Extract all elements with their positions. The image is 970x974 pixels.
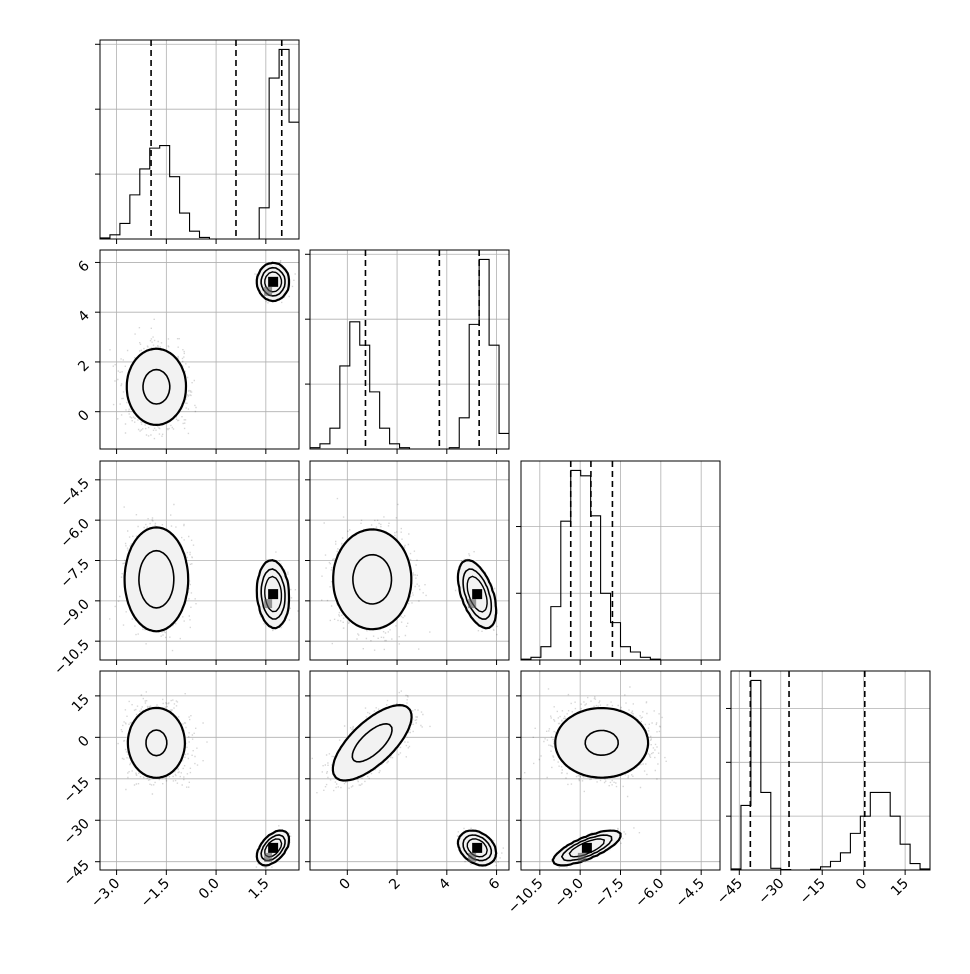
contour-level-0 — [125, 261, 291, 426]
density-core-shade — [468, 852, 477, 862]
density-core-shade — [264, 286, 273, 296]
panel-1-0: 0 2 4 6 — [75, 249, 300, 454]
panel-2-0: −10.5 −9.0 −7.5 −6.0 −4.5 — [51, 460, 300, 679]
panel-frame — [99, 249, 300, 450]
contour-level-0 — [551, 707, 650, 867]
density-core-shade — [468, 599, 477, 609]
y-tick-label: −10.5 — [51, 637, 93, 679]
panel-3-0: −3.0 −1.5 0.0 1.5 −45 −30 −15 0 15 — [61, 670, 300, 911]
y-tick-label: 6 — [75, 258, 93, 276]
density-core — [581, 842, 592, 853]
density-core — [268, 842, 279, 853]
panel-frame — [309, 670, 510, 871]
panel-content — [731, 671, 930, 870]
y-tick-label: 2 — [75, 357, 93, 375]
panel-content — [100, 461, 299, 660]
x-tick-label: −1.5 — [138, 876, 173, 911]
x-tick-label: −45 — [714, 876, 746, 908]
density-fill — [123, 527, 290, 631]
x-tick-label: 6 — [486, 875, 504, 893]
density-fill — [126, 707, 290, 868]
x-tick-label: 0.0 — [196, 876, 223, 903]
x-tick-label: 15 — [888, 876, 912, 900]
panel-3-3: −45 −30 −15 0 15 — [714, 670, 931, 908]
panel-frame — [730, 670, 931, 871]
x-tick-label: −7.5 — [592, 876, 627, 911]
contour-level-0 — [126, 706, 291, 867]
panel-2-1 — [305, 460, 510, 665]
contour-level-1 — [145, 729, 286, 862]
panel-1-1 — [305, 249, 510, 454]
contour-level-1 — [142, 266, 286, 405]
y-tick-label: 0 — [75, 407, 93, 425]
contour-level-1 — [352, 553, 493, 620]
density-core-shade — [264, 852, 273, 862]
panel-frame — [309, 249, 510, 450]
density-fill — [333, 530, 497, 631]
y-tick-label: −15 — [61, 774, 93, 806]
panel-content — [521, 671, 720, 870]
density-core — [268, 276, 279, 287]
x-tick-label: −10.5 — [505, 876, 547, 918]
panel-content — [310, 250, 509, 449]
density-core — [268, 589, 279, 600]
panel-frame — [99, 39, 300, 240]
y-tick-label: −4.5 — [57, 475, 92, 510]
panel-content — [310, 671, 509, 870]
x-tick-label: −6.0 — [632, 876, 667, 911]
panel-content — [521, 461, 720, 660]
contour-level-1 — [351, 723, 493, 862]
density-core-shade — [264, 599, 273, 609]
y-tick-label: −45 — [61, 857, 93, 889]
contour-level-0 — [332, 528, 498, 631]
x-tick-label: 2 — [386, 876, 404, 894]
x-tick-label: 0 — [337, 876, 355, 894]
panel-content — [310, 461, 509, 660]
density-core — [472, 589, 483, 600]
panel-3-2: −10.5 −9.0 −7.5 −6.0 −4.5 — [505, 670, 721, 918]
x-tick-label: −4.5 — [673, 876, 708, 911]
contour-level-1 — [138, 549, 286, 620]
histogram-3 — [731, 679, 930, 870]
x-tick-label: 4 — [436, 875, 454, 893]
x-tick-label: −15 — [797, 876, 829, 908]
density-core-shade — [577, 852, 586, 862]
density-fill — [126, 263, 290, 427]
y-tick-label: 4 — [75, 308, 93, 326]
density-fill — [333, 704, 497, 868]
panel-2-2 — [516, 460, 721, 665]
panel-content — [100, 40, 299, 239]
panel-content — [100, 250, 299, 449]
y-tick-label: 15 — [69, 691, 93, 715]
x-tick-label: −30 — [755, 876, 787, 908]
panel-0-0 — [95, 39, 300, 244]
panel-frame — [99, 670, 300, 871]
x-tick-label: 0 — [853, 876, 871, 894]
histogram-0 — [100, 48, 299, 239]
panel-content — [100, 671, 299, 870]
density-fill — [554, 707, 648, 868]
y-tick-label: −30 — [61, 816, 93, 848]
panel-3-1: 0 2 4 6 — [305, 670, 510, 894]
x-tick-label: −3.0 — [88, 876, 123, 911]
histogram-2 — [521, 469, 720, 660]
x-tick-label: −9.0 — [552, 876, 587, 911]
x-tick-label: 1.5 — [246, 876, 273, 903]
y-tick-label: 0 — [75, 733, 93, 751]
density-core — [472, 842, 483, 853]
y-tick-label: −9.0 — [57, 596, 92, 631]
y-tick-label: −7.5 — [57, 556, 92, 591]
y-tick-label: −6.0 — [57, 516, 92, 551]
contour-level-0 — [123, 526, 291, 633]
